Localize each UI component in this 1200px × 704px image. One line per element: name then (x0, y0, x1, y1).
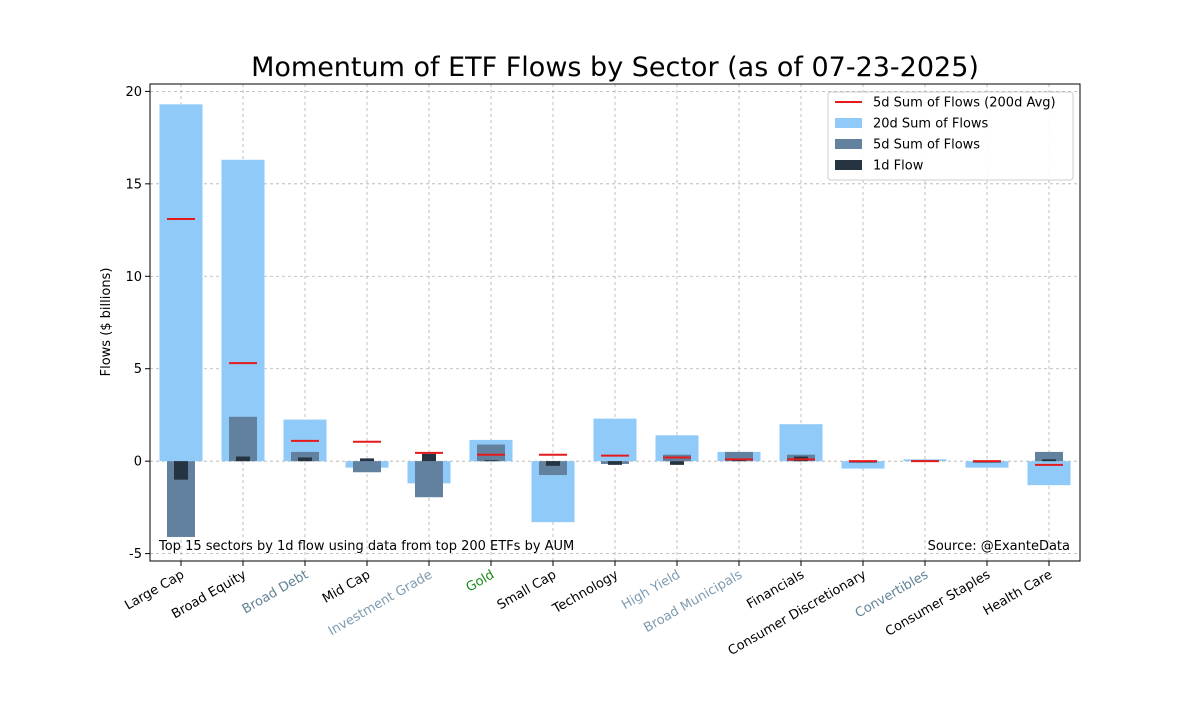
legend-label: 20d Sum of Flows (873, 117, 989, 132)
chart-title: Momentum of ETF Flows by Sector (as of 0… (251, 52, 979, 83)
legend-label: 5d Sum of Flows (873, 138, 980, 153)
y-tick-label: 20 (125, 85, 142, 100)
bar-1d-flow (236, 456, 250, 462)
bar-20d-sum (159, 104, 203, 462)
y-axis-label: Flows ($ billions) (99, 268, 114, 377)
bar-5d-sum (291, 451, 319, 462)
legend-swatch (835, 118, 862, 128)
bar-1d-flow (546, 461, 560, 466)
legend-swatch (835, 160, 862, 170)
bar-20d-sum (841, 461, 885, 469)
bar-1d-flow (484, 460, 498, 462)
x-tick-label: Broad Debt (240, 567, 311, 617)
x-tick-label: Investment Grade (326, 567, 435, 639)
bar-5d-sum (415, 461, 443, 498)
bar-1d-flow (422, 453, 436, 462)
y-tick-label: 0 (134, 455, 142, 470)
x-tick-label: Consumer Staples (883, 567, 993, 639)
x-tick-label: Technology (550, 567, 622, 617)
bar-1d-flow (360, 458, 374, 462)
source-text: Source: @ExanteData (928, 539, 1070, 554)
bar-20d-sum (593, 418, 637, 462)
legend-label: 1d Flow (873, 159, 924, 174)
y-tick-label: 5 (134, 362, 142, 377)
bar-1d-flow (1042, 459, 1056, 462)
bar-1d-flow (670, 461, 684, 465)
legend-box (827, 91, 1074, 181)
bar-1d-flow (174, 461, 188, 480)
bars-layer (159, 104, 1071, 537)
legend-swatch (835, 139, 862, 149)
legend: 5d Sum of Flows (200d Avg) 20d Sum of Flo… (827, 91, 1074, 181)
bar-5d-sum (477, 444, 505, 462)
legend-label: 5d Sum of Flows (200d Avg) (873, 96, 1056, 111)
bar-5d-sum (1035, 451, 1063, 462)
y-tick-label: -5 (129, 547, 142, 562)
bar-5d-sum (353, 461, 381, 473)
y-tick-label: 15 (125, 177, 142, 192)
x-tick-label: Gold (464, 567, 497, 595)
bar-5d-sum (229, 416, 257, 462)
y-tick-label: 10 (125, 270, 142, 285)
bar-5d-sum (725, 451, 753, 462)
x-tick-label: Small Cap (495, 567, 559, 613)
x-tick-label: Mid Cap (320, 567, 373, 606)
bar-1d-flow (608, 461, 622, 465)
x-tick-label: Health Care (981, 567, 1055, 618)
footnote-text: Top 15 sectors by 1d flow using data fro… (158, 539, 574, 554)
bar-1d-flow (298, 457, 312, 462)
bar-1d-flow (732, 460, 746, 462)
bar-20d-sum (221, 159, 265, 462)
bar-20d-sum (965, 461, 1009, 468)
